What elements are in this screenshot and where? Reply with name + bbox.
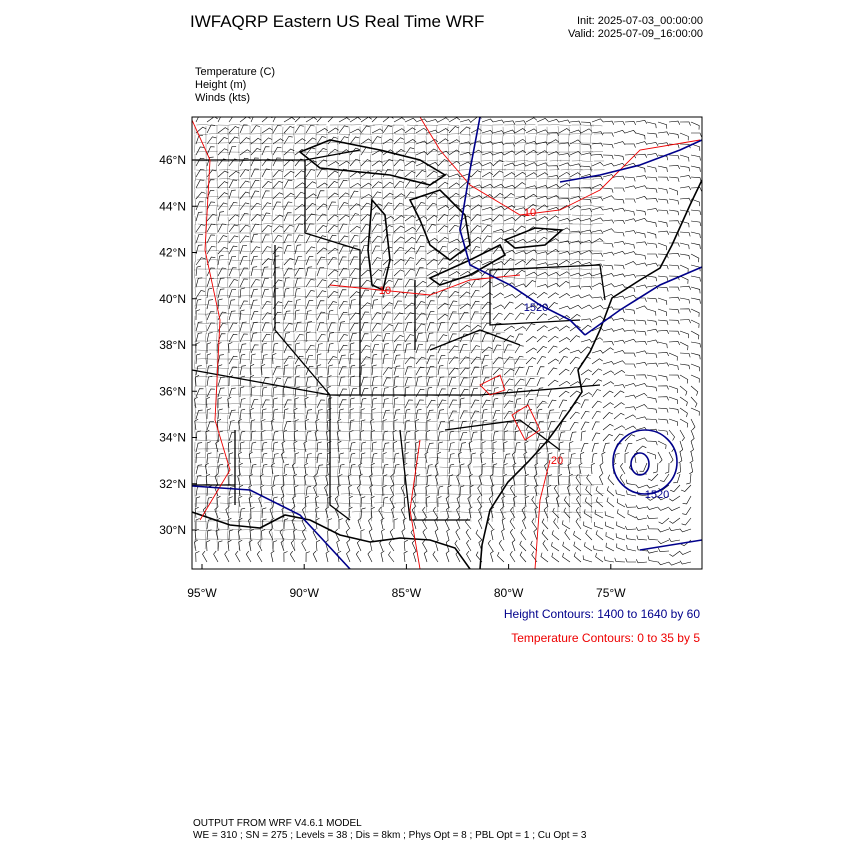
map-frame	[191, 116, 703, 570]
county-grid	[193, 123, 605, 550]
contour-label: 20	[551, 455, 563, 467]
field-label: Temperature (C)	[195, 66, 275, 78]
temperature-contours	[192, 117, 701, 569]
lon-label: 75°W	[596, 586, 626, 600]
contour-label: 10	[379, 285, 391, 297]
lat-label: 32°N	[159, 477, 186, 491]
footer-line: WE = 310 ; SN = 275 ; Levels = 38 ; Dis …	[193, 830, 587, 841]
contour-label: 1520	[524, 302, 548, 314]
contour-label: 10	[524, 207, 536, 219]
init-time: Init: 2025-07-03_00:00:00	[577, 15, 703, 27]
field-label: Winds (kts)	[195, 92, 250, 104]
lat-label: 38°N	[159, 338, 186, 352]
latitude-labels: 46°N 44°N 42°N 40°N 38°N 36°N 34°N 32°N 30°N	[159, 153, 186, 537]
title: IWFAQRP Eastern US Real Time WRF	[190, 12, 484, 31]
temperature-legend: Temperature Contours: 0 to 35 by 5	[511, 631, 700, 645]
lon-label: 95°W	[187, 586, 217, 600]
lat-label: 40°N	[159, 292, 186, 306]
height-contours	[192, 117, 702, 569]
field-label: Height (m)	[195, 79, 246, 91]
longitude-labels: 95°W 90°W 85°W 80°W 75°W	[187, 586, 626, 600]
coastline	[192, 139, 702, 569]
lat-label: 42°N	[159, 246, 186, 260]
contour-label: 1520	[645, 489, 669, 501]
lat-label: 44°N	[159, 199, 186, 213]
lon-label: 80°W	[494, 586, 524, 600]
lat-label: 30°N	[159, 523, 186, 537]
county-lines	[193, 123, 605, 550]
map-area	[192, 117, 702, 569]
lon-label: 85°W	[392, 586, 422, 600]
valid-time: Valid: 2025-07-09_16:00:00	[568, 28, 703, 40]
lon-label: 90°W	[289, 586, 319, 600]
lat-label: 34°N	[159, 431, 186, 445]
footer-line: OUTPUT FROM WRF V4.6.1 MODEL	[193, 818, 362, 829]
lat-label: 46°N	[159, 153, 186, 167]
state-lines	[192, 149, 606, 521]
height-legend: Height Contours: 1400 to 1640 by 60	[504, 607, 700, 621]
lat-label: 36°N	[159, 384, 186, 398]
